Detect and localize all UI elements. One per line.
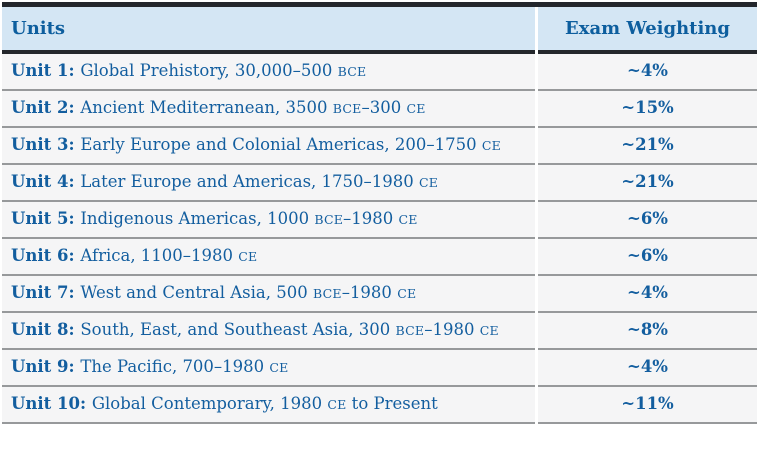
unit-cell: Unit 1: Global Prehistory, 30,000–500 BC… <box>2 54 535 91</box>
unit-description: Global Contemporary, 1980 CE to Present <box>92 395 438 413</box>
unit-description: Indigenous Americas, 1000 BCE–1980 CE <box>80 210 417 228</box>
description-text: –1980 <box>343 209 399 229</box>
weighting-value: ~21% <box>538 165 757 202</box>
unit-cell: Unit 4: Later Europe and Americas, 1750–… <box>2 165 535 202</box>
era-smallcaps: CE <box>481 138 501 154</box>
era-smallcaps: CE <box>397 286 417 302</box>
unit-description: South, East, and Southeast Asia, 300 BCE… <box>80 321 498 339</box>
description-text: Global Prehistory, 30,000–500 <box>80 61 338 81</box>
unit-label: Unit 10: <box>11 394 92 414</box>
table-row: Unit 6: Africa, 1100–1980 CE ~6% <box>2 239 757 276</box>
unit-label: Unit 9: <box>11 357 81 377</box>
unit-label: Unit 3: <box>11 135 81 155</box>
table-row: Unit 8: South, East, and Southeast Asia,… <box>2 313 757 350</box>
unit-description: Africa, 1100–1980 CE <box>80 247 257 265</box>
unit-description: West and Central Asia, 500 BCE–1980 CE <box>80 284 416 302</box>
description-text: The Pacific, 700–1980 <box>80 357 270 377</box>
era-smallcaps: CE <box>269 360 289 376</box>
unit-label: Unit 2: <box>11 98 81 118</box>
table-row: Unit 2: Ancient Mediterranean, 3500 BCE–… <box>2 91 757 128</box>
weighting-value: ~6% <box>538 202 757 239</box>
unit-cell: Unit 5: Indigenous Americas, 1000 BCE–19… <box>2 202 535 239</box>
description-text: Indigenous Americas, 1000 <box>80 209 315 229</box>
description-text: –1980 <box>424 320 480 340</box>
exam-weighting-table: Units Exam Weighting Unit 1: Global Preh… <box>2 2 757 424</box>
era-smallcaps: BCE <box>314 212 344 228</box>
unit-cell: Unit 6: Africa, 1100–1980 CE <box>2 239 535 276</box>
unit-label: Unit 8: <box>11 320 81 340</box>
weighting-value: ~6% <box>538 239 757 276</box>
unit-cell: Unit 8: South, East, and Southeast Asia,… <box>2 313 535 350</box>
unit-label: Unit 1: <box>11 61 81 81</box>
era-smallcaps: CE <box>406 101 426 117</box>
unit-description: Global Prehistory, 30,000–500 BCE <box>80 62 366 80</box>
table-top-border <box>2 2 757 7</box>
table-row: Unit 5: Indigenous Americas, 1000 BCE–19… <box>2 202 757 239</box>
unit-cell: Unit 2: Ancient Mediterranean, 3500 BCE–… <box>2 91 535 128</box>
description-text: –1980 <box>341 283 398 303</box>
description-text: Early Europe and Colonial Americas, 200–… <box>80 135 482 155</box>
unit-cell: Unit 7: West and Central Asia, 500 BCE–1… <box>2 276 535 313</box>
table-row: Unit 9: The Pacific, 700–1980 CE ~4% <box>2 350 757 387</box>
unit-cell: Unit 9: The Pacific, 700–1980 CE <box>2 350 535 387</box>
unit-label: Unit 4: <box>11 172 81 192</box>
weighting-value: ~4% <box>538 350 757 387</box>
column-header-exam-weighting: Exam Weighting <box>538 7 757 54</box>
table-row: Unit 1: Global Prehistory, 30,000–500 BC… <box>2 54 757 91</box>
era-smallcaps: CE <box>398 212 418 228</box>
description-text: Ancient Mediterranean, 3500 <box>80 98 333 118</box>
unit-cell: Unit 10: Global Contemporary, 1980 CE to… <box>2 387 535 424</box>
description-text: to Present <box>346 394 438 414</box>
table-header-row: Units Exam Weighting <box>2 7 757 54</box>
weighting-value: ~8% <box>538 313 757 350</box>
description-text: West and Central Asia, 500 <box>80 283 313 303</box>
weighting-value: ~21% <box>538 128 757 165</box>
unit-label: Unit 5: <box>11 209 81 229</box>
era-smallcaps: CE <box>327 397 347 413</box>
era-smallcaps: BCE <box>312 286 342 302</box>
era-smallcaps: BCE <box>395 323 425 339</box>
unit-description: Ancient Mediterranean, 3500 BCE–300 CE <box>80 99 425 117</box>
description-text: Global Contemporary, 1980 <box>91 394 328 414</box>
column-header-units: Units <box>2 7 535 54</box>
unit-label: Unit 7: <box>11 283 81 303</box>
era-smallcaps: BCE <box>337 64 367 80</box>
unit-description: The Pacific, 700–1980 CE <box>80 358 288 376</box>
unit-label: Unit 6: <box>11 246 81 266</box>
weighting-value: ~15% <box>538 91 757 128</box>
table-row: Unit 4: Later Europe and Americas, 1750–… <box>2 165 757 202</box>
weighting-value: ~11% <box>538 387 757 424</box>
unit-cell: Unit 3: Early Europe and Colonial Americ… <box>2 128 535 165</box>
weighting-value: ~4% <box>538 54 757 91</box>
weighting-value: ~4% <box>538 276 757 313</box>
description-text: Later Europe and Americas, 1750–1980 <box>80 172 420 192</box>
table-row: Unit 10: Global Contemporary, 1980 CE to… <box>2 387 757 424</box>
description-text: South, East, and Southeast Asia, 300 <box>80 320 396 340</box>
unit-description: Early Europe and Colonial Americas, 200–… <box>80 136 501 154</box>
table-body: Unit 1: Global Prehistory, 30,000–500 BC… <box>2 54 757 424</box>
era-smallcaps: CE <box>479 323 499 339</box>
era-smallcaps: BCE <box>332 101 362 117</box>
unit-description: Later Europe and Americas, 1750–1980 CE <box>80 173 438 191</box>
table-row: Unit 7: West and Central Asia, 500 BCE–1… <box>2 276 757 313</box>
table-row: Unit 3: Early Europe and Colonial Americ… <box>2 128 757 165</box>
description-text: –300 <box>361 98 407 118</box>
era-smallcaps: CE <box>419 175 439 191</box>
description-text: Africa, 1100–1980 <box>80 246 239 266</box>
era-smallcaps: CE <box>238 249 258 265</box>
